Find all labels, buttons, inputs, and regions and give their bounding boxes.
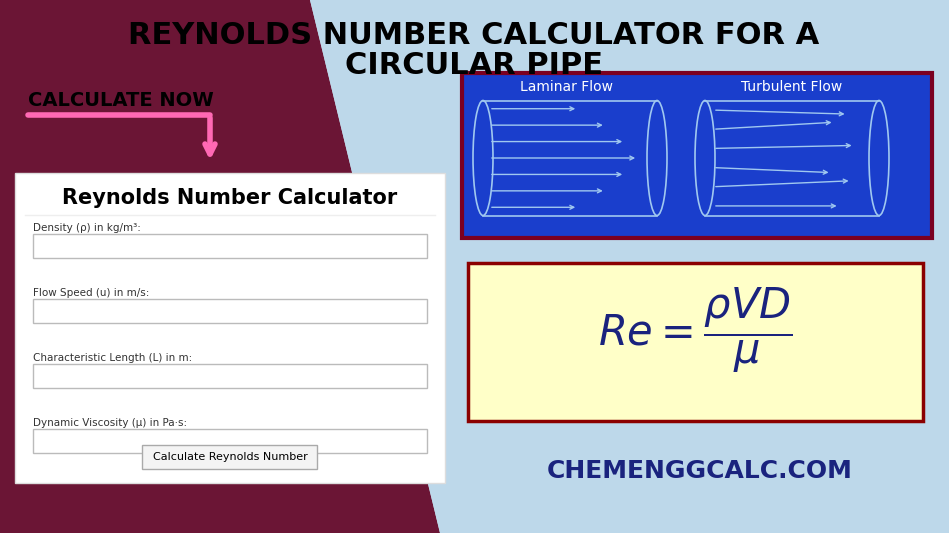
- FancyBboxPatch shape: [142, 445, 318, 469]
- Text: $Re = \dfrac{\rho VD}{\mu}$: $Re = \dfrac{\rho VD}{\mu}$: [598, 286, 792, 375]
- Text: CHEMENGGCALC.COM: CHEMENGGCALC.COM: [547, 459, 853, 483]
- FancyBboxPatch shape: [468, 263, 923, 421]
- FancyBboxPatch shape: [15, 173, 445, 483]
- Text: Laminar Flow: Laminar Flow: [520, 80, 613, 94]
- FancyBboxPatch shape: [33, 429, 427, 453]
- FancyBboxPatch shape: [462, 73, 932, 238]
- Text: CALCULATE NOW: CALCULATE NOW: [28, 92, 214, 110]
- Text: Flow Speed (u) in m/s:: Flow Speed (u) in m/s:: [33, 288, 149, 298]
- Text: Reynolds Number Calculator: Reynolds Number Calculator: [63, 188, 398, 208]
- Polygon shape: [0, 0, 310, 263]
- Text: Density (ρ) in kg/m³:: Density (ρ) in kg/m³:: [33, 223, 140, 233]
- Text: Turbulent Flow: Turbulent Flow: [741, 80, 843, 94]
- Text: Dynamic Viscosity (μ) in Pa·s:: Dynamic Viscosity (μ) in Pa·s:: [33, 418, 187, 428]
- FancyBboxPatch shape: [33, 364, 427, 388]
- FancyBboxPatch shape: [33, 299, 427, 323]
- Text: Characteristic Length (L) in m:: Characteristic Length (L) in m:: [33, 353, 193, 363]
- Text: CIRCULAR PIPE: CIRCULAR PIPE: [345, 51, 603, 79]
- FancyBboxPatch shape: [33, 234, 427, 258]
- Text: Calculate Reynolds Number: Calculate Reynolds Number: [153, 452, 307, 462]
- Text: REYNOLDS NUMBER CALCULATOR FOR A: REYNOLDS NUMBER CALCULATOR FOR A: [128, 20, 820, 50]
- Polygon shape: [0, 0, 440, 533]
- Polygon shape: [310, 0, 949, 533]
